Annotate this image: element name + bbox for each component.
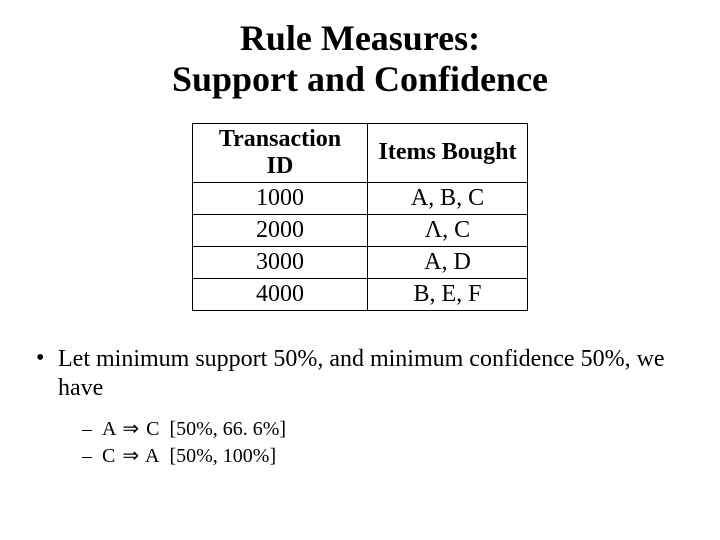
table-cell: 3000: [193, 246, 368, 278]
title-line-1: Rule Measures:: [240, 18, 480, 58]
transactions-table-container: Transaction IDItems Bought1000A, B, C200…: [30, 123, 690, 311]
rule-item: –A ⇒ C [50%, 66. 6%]: [82, 416, 690, 441]
table-header-cell: Transaction ID: [193, 123, 368, 182]
bullet-item: • Let minimum support 50%, and minimum c…: [36, 345, 690, 403]
table-row: 1000A, B, C: [193, 182, 528, 214]
title-line-2: Support and Confidence: [172, 59, 548, 99]
slide: Rule Measures: Support and Confidence Tr…: [0, 0, 720, 540]
table-cell: A, D: [368, 246, 528, 278]
transactions-table: Transaction IDItems Bought1000A, B, C200…: [192, 123, 528, 311]
rule-metrics: [50%, 100%]: [169, 445, 276, 467]
body-content: • Let minimum support 50%, and minimum c…: [30, 345, 690, 469]
sub-bullet-mark: –: [82, 418, 102, 441]
slide-title: Rule Measures: Support and Confidence: [30, 18, 690, 101]
rule-rhs: C: [146, 418, 159, 440]
table-header-cell: Items Bought: [368, 123, 528, 182]
table-cell: B, E, F: [368, 278, 528, 310]
table-cell: A, B, C: [368, 182, 528, 214]
sub-bullet-mark: –: [82, 445, 102, 468]
bullet-mark: •: [36, 345, 58, 372]
implies-icon: ⇒: [120, 443, 141, 468]
table-row: 2000Λ, C: [193, 214, 528, 246]
rule-text: C ⇒ A [50%, 100%]: [102, 443, 276, 468]
rule-metrics: [50%, 66. 6%]: [169, 418, 286, 440]
implies-icon: ⇒: [120, 416, 141, 441]
table-row: 3000A, D: [193, 246, 528, 278]
table-cell: 4000: [193, 278, 368, 310]
rule-text: A ⇒ C [50%, 66. 6%]: [102, 416, 286, 441]
rule-lhs: C: [102, 445, 115, 467]
rule-rhs: A: [145, 445, 159, 467]
bullet-text: Let minimum support 50%, and minimum con…: [58, 345, 690, 403]
table-row: 4000B, E, F: [193, 278, 528, 310]
rule-item: –C ⇒ A [50%, 100%]: [82, 443, 690, 468]
rules-list: –A ⇒ C [50%, 66. 6%]–C ⇒ A [50%, 100%]: [82, 416, 690, 468]
table-cell: 1000: [193, 182, 368, 214]
table-cell: 2000: [193, 214, 368, 246]
rule-lhs: A: [102, 418, 115, 440]
table-cell: Λ, C: [368, 214, 528, 246]
